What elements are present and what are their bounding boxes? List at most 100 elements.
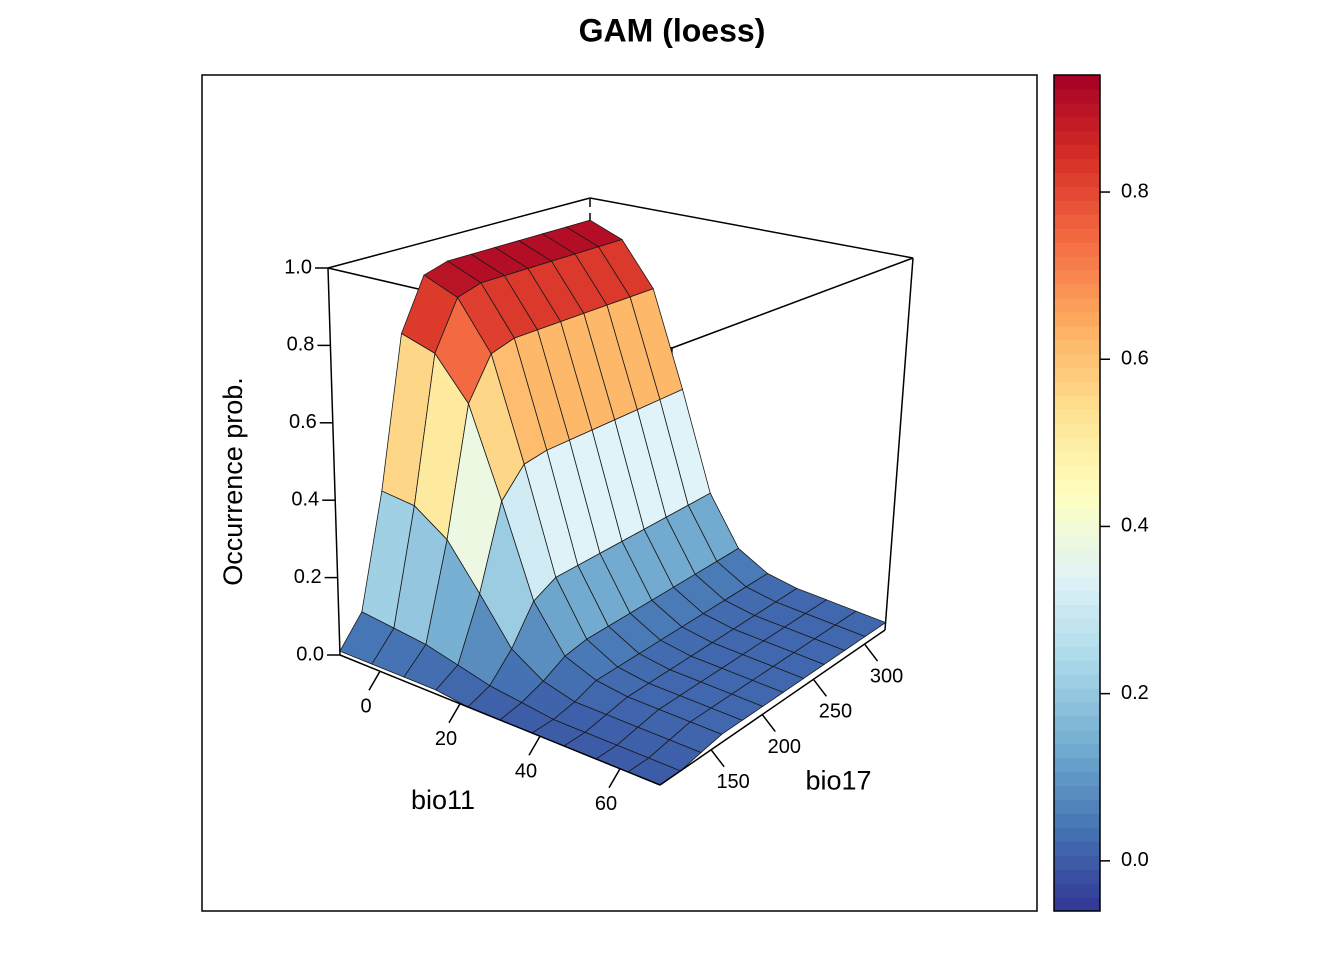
- colorbar-band: [1054, 158, 1100, 174]
- box-edge: [884, 257, 914, 631]
- y-tick-label: 300: [870, 665, 903, 687]
- colorbar-band: [1054, 297, 1100, 313]
- y-tick: [710, 749, 725, 768]
- colorbar-band: [1054, 409, 1100, 424]
- box-edge: [589, 197, 914, 259]
- colorbar-tick-label: 0.6: [1121, 348, 1149, 370]
- colorbar-band: [1054, 757, 1100, 773]
- colorbar-band: [1054, 130, 1100, 146]
- x-tick-label: 20: [435, 728, 457, 750]
- colorbar-band: [1054, 799, 1100, 814]
- colorbar-band: [1054, 228, 1100, 243]
- colorbar-band: [1054, 479, 1100, 494]
- colorbar-band: [1054, 688, 1100, 703]
- box-edge: [327, 267, 341, 656]
- colorbar-tick-label: 0.4: [1121, 515, 1149, 537]
- colorbar-band: [1054, 674, 1100, 689]
- colorbar-band: [1054, 451, 1100, 466]
- colorbar-band: [1054, 325, 1100, 341]
- colorbar-band: [1054, 186, 1100, 201]
- colorbar-band: [1054, 590, 1100, 605]
- colorbar-band: [1054, 116, 1100, 132]
- z-tick-label: 0.4: [291, 488, 319, 510]
- colorbar-band: [1054, 367, 1100, 383]
- box-edge: [659, 629, 886, 786]
- colorbar-band: [1054, 270, 1100, 285]
- colorbar-band: [1054, 172, 1100, 187]
- colorbar-band: [1054, 604, 1100, 619]
- colorbar-band: [1054, 827, 1100, 842]
- colorbar-tick-label: 0.8: [1121, 180, 1149, 202]
- y-tick: [863, 643, 879, 662]
- colorbar-band: [1054, 841, 1100, 856]
- colorbar-band: [1054, 534, 1100, 550]
- z-tick-label: 1.0: [284, 256, 312, 278]
- x-tick-label: 0: [360, 696, 371, 718]
- box-edge: [339, 654, 661, 786]
- colorbar-band: [1054, 493, 1100, 508]
- colorbar-band: [1054, 813, 1100, 828]
- x-tick-label: 60: [595, 793, 617, 815]
- x-tick: [368, 670, 381, 691]
- colorbar-band: [1054, 437, 1100, 452]
- colorbar-tick-label: 0.0: [1121, 849, 1149, 871]
- y-tick-label: 150: [716, 771, 749, 793]
- colorbar-band: [1054, 102, 1100, 118]
- colorbar-band: [1054, 618, 1100, 633]
- box-edge: [327, 197, 591, 269]
- x-axis-title: bio11: [411, 785, 475, 815]
- colorbar-band: [1054, 214, 1100, 229]
- box-edge: [671, 257, 914, 349]
- colorbar-band: [1054, 883, 1100, 898]
- colorbar-band: [1054, 562, 1100, 578]
- colorbar-band: [1054, 395, 1100, 410]
- colorbar-band: [1054, 743, 1100, 759]
- colorbar-band: [1054, 339, 1100, 355]
- colorbar-band: [1054, 200, 1100, 215]
- colorbar-band: [1054, 646, 1100, 661]
- colorbar-band: [1054, 576, 1100, 592]
- colorbar-band: [1054, 715, 1100, 731]
- colorbar-band: [1054, 897, 1100, 912]
- z-tick-label: 0.6: [289, 411, 317, 433]
- colorbar-band: [1054, 869, 1100, 884]
- x-tick-label: 40: [515, 761, 537, 783]
- colorbar-tick-label: 0.2: [1121, 682, 1149, 704]
- colorbar-band: [1054, 242, 1100, 257]
- colorbar-band: [1054, 465, 1100, 480]
- x-tick: [608, 768, 621, 789]
- colorbar-band: [1054, 729, 1100, 745]
- colorbar-band: [1054, 75, 1100, 90]
- colorbar-band: [1054, 144, 1100, 160]
- colorbar-band: [1054, 311, 1100, 327]
- colorbar-band: [1054, 381, 1100, 396]
- y-tick-label: 250: [819, 701, 852, 723]
- colorbar-band: [1054, 520, 1100, 536]
- colorbar-band: [1054, 855, 1100, 870]
- colorbar-band: [1054, 353, 1100, 369]
- colorbar-band: [1054, 660, 1100, 675]
- y-tick-label: 200: [768, 736, 801, 758]
- colorbar-band: [1054, 785, 1100, 801]
- y-tick: [761, 714, 776, 733]
- colorbar-band: [1054, 771, 1100, 787]
- colorbar-band: [1054, 632, 1100, 647]
- chart-title: GAM (loess): [579, 12, 766, 48]
- colorbar-band: [1054, 284, 1100, 299]
- colorbar-band: [1054, 88, 1100, 104]
- plot-frame: [201, 74, 1038, 912]
- colorbar-band: [1054, 702, 1100, 717]
- colorbar-band: [1054, 548, 1100, 564]
- colorbar-band: [1054, 256, 1100, 271]
- y-tick: [812, 678, 828, 697]
- x-tick: [528, 735, 541, 756]
- y-axis-title: bio17: [805, 766, 871, 796]
- z-axis-title: Occurrence prob.: [218, 377, 248, 586]
- z-tick-label: 0.0: [296, 643, 324, 665]
- colorbar-band: [1054, 423, 1100, 438]
- x-tick: [448, 703, 461, 724]
- z-tick-label: 0.8: [287, 334, 315, 356]
- colorbar-frame: [1053, 74, 1101, 912]
